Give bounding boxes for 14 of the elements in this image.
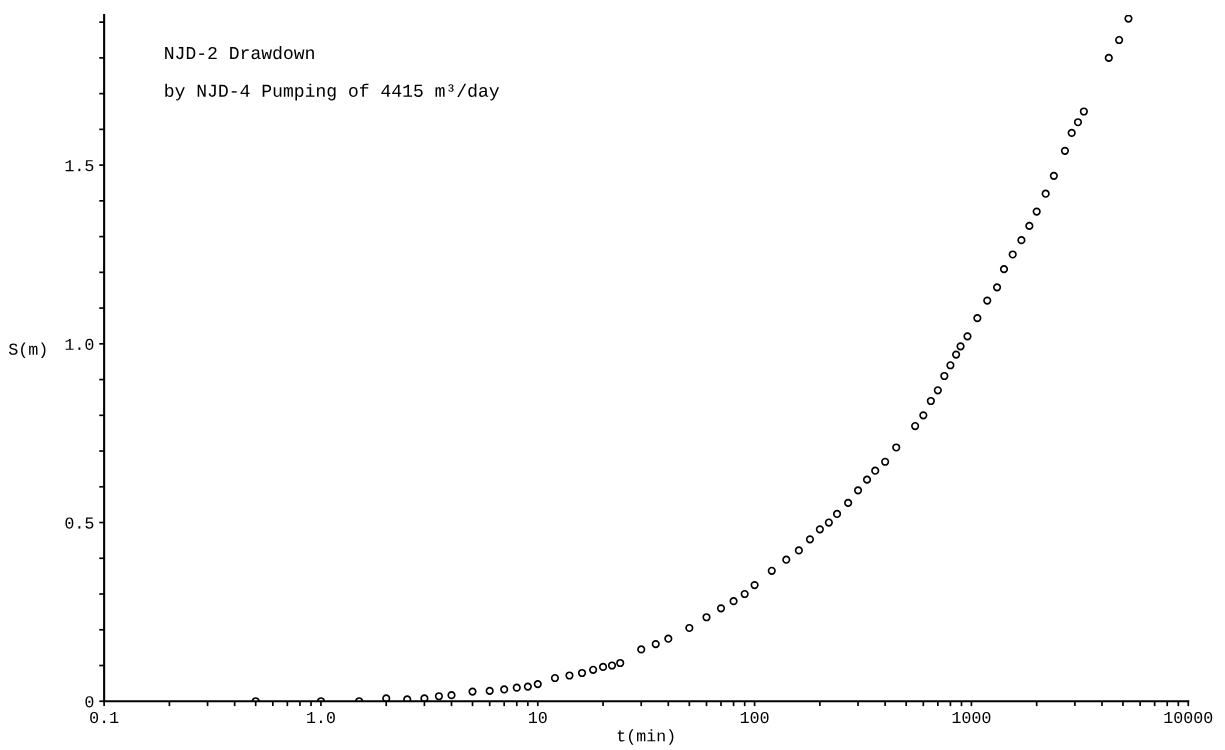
x-axis-title: t(min)	[617, 729, 674, 745]
x-tick-label: 1.0	[307, 711, 335, 724]
y-tick-label: 1.5	[65, 160, 94, 172]
x-tick-label: 100	[740, 711, 769, 724]
y-tick-label: 1.0	[65, 338, 94, 351]
y-tick-label: 0	[85, 696, 94, 708]
annotation: NJD-2 Drawdown	[165, 45, 314, 60]
annotation: by NJD-4 Pumping of 4415 m³/day	[165, 83, 500, 101]
x-tick-label: 10	[528, 711, 547, 724]
x-tick-label: 0.1	[90, 711, 119, 724]
x-tick-label: 1000	[952, 711, 991, 724]
y-axis-title: S(m)	[8, 342, 46, 359]
y-tick-label: 0.5	[65, 517, 94, 529]
x-tick-label: 10000	[1164, 711, 1213, 724]
